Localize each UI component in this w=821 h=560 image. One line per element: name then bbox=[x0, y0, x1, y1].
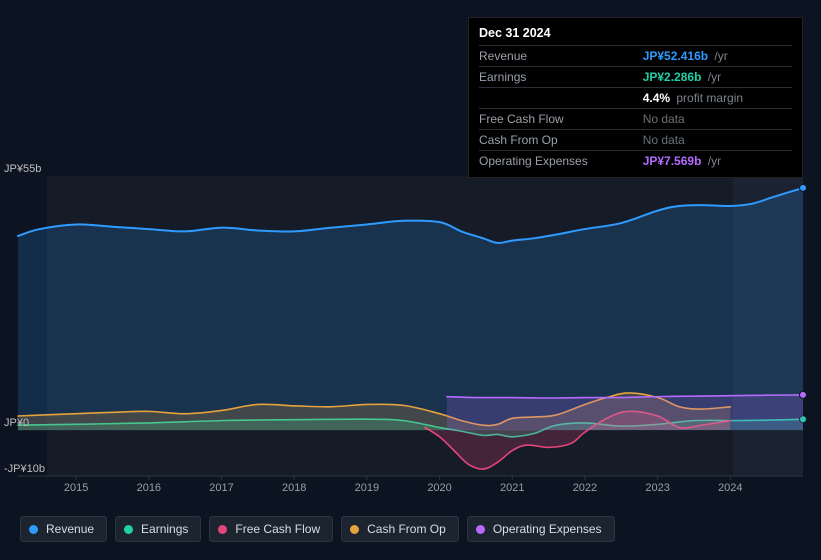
tooltip-date: Dec 31 2024 bbox=[479, 26, 792, 40]
tooltip-value-revenue: JP¥52.416b bbox=[643, 49, 708, 63]
x-axis-label: 2021 bbox=[492, 482, 532, 494]
tooltip-label-fcf: Free Cash Flow bbox=[479, 109, 639, 130]
x-axis-label: 2018 bbox=[274, 482, 314, 494]
tooltip-label-revenue: Revenue bbox=[479, 46, 639, 67]
tooltip-value-opex: JP¥7.569b bbox=[643, 154, 702, 168]
y-axis-label: JP¥0 bbox=[4, 417, 64, 429]
tooltip-value-earnings: JP¥2.286b bbox=[643, 70, 702, 84]
chart-tooltip: Dec 31 2024RevenueJP¥52.416b /yrEarnings… bbox=[468, 17, 803, 178]
tooltip-label-opex: Operating Expenses bbox=[479, 151, 639, 172]
legend-swatch-icon bbox=[29, 525, 38, 534]
legend-item-earnings[interactable]: Earnings bbox=[115, 516, 201, 542]
tooltip-value-pm: 4.4% bbox=[643, 91, 670, 105]
legend-swatch-icon bbox=[218, 525, 227, 534]
legend-swatch-icon bbox=[350, 525, 359, 534]
tooltip-label-earnings: Earnings bbox=[479, 67, 639, 88]
x-axis-label: 2017 bbox=[202, 482, 242, 494]
legend-item-fcf[interactable]: Free Cash Flow bbox=[209, 516, 333, 542]
legend-label: Cash From Op bbox=[367, 522, 446, 536]
legend-swatch-icon bbox=[124, 525, 133, 534]
x-axis-label: 2020 bbox=[420, 482, 460, 494]
legend-item-cfo[interactable]: Cash From Op bbox=[341, 516, 459, 542]
x-axis-label: 2022 bbox=[565, 482, 605, 494]
legend-label: Operating Expenses bbox=[493, 522, 602, 536]
legend-label: Revenue bbox=[46, 522, 94, 536]
tooltip-label-pm bbox=[479, 88, 639, 109]
legend-swatch-icon bbox=[476, 525, 485, 534]
tooltip-value-cfo: No data bbox=[643, 133, 685, 147]
chart-legend: Revenue Earnings Free Cash Flow Cash From O… bbox=[20, 516, 615, 542]
x-axis-label: 2024 bbox=[710, 482, 750, 494]
legend-item-opex[interactable]: Operating Expenses bbox=[467, 516, 615, 542]
tooltip-value-fcf: No data bbox=[643, 112, 685, 126]
y-axis-label: -JP¥10b bbox=[4, 463, 64, 475]
legend-label: Earnings bbox=[141, 522, 188, 536]
x-axis-label: 2015 bbox=[56, 482, 96, 494]
legend-item-revenue[interactable]: Revenue bbox=[20, 516, 107, 542]
y-axis-label: JP¥55b bbox=[4, 163, 64, 175]
tooltip-label-cfo: Cash From Op bbox=[479, 130, 639, 151]
legend-label: Free Cash Flow bbox=[235, 522, 320, 536]
x-axis-label: 2023 bbox=[638, 482, 678, 494]
x-axis-label: 2016 bbox=[129, 482, 169, 494]
x-axis-label: 2019 bbox=[347, 482, 387, 494]
